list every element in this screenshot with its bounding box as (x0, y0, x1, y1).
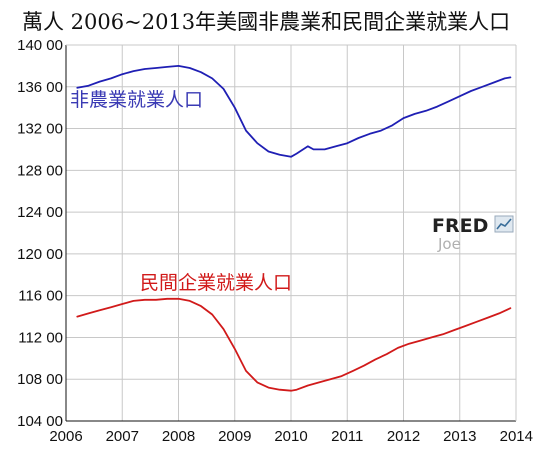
chart-title: 萬人 2006~2013年美國非農業和民間企業就業人口 (22, 10, 510, 34)
y-tick-label: 112 00 (18, 329, 63, 346)
x-tick-label: 2012 (387, 428, 420, 445)
x-tick-label: 2007 (106, 428, 139, 445)
fred-chart-icon (494, 215, 514, 233)
series-layer (76, 65, 512, 392)
y-tick-label: 132 00 (17, 121, 63, 138)
y-tick-label: 108 00 (17, 371, 63, 388)
fred-brand-text: FRED (432, 215, 488, 237)
series-label-nonfarm: 非農業就業人口 (70, 89, 203, 111)
y-tick-label: 128 00 (17, 162, 63, 179)
series-line-nonfarm (76, 65, 512, 158)
x-tick-label: 2010 (274, 428, 307, 445)
x-tick-label: 2006 (49, 428, 82, 445)
x-tick-label: 2011 (331, 428, 363, 445)
y-tick-label: 140 00 (17, 37, 63, 54)
author-watermark: Joe (437, 235, 461, 253)
x-tick-label: 2008 (162, 428, 195, 445)
x-tick-label: 2014 (500, 428, 533, 445)
y-tick-label: 104 00 (17, 413, 63, 430)
x-tick-label: 2009 (218, 428, 251, 445)
y-tick-label: 120 00 (17, 246, 63, 263)
series-label-private: 民間企業就業人口 (140, 272, 292, 294)
y-tick-label: 124 00 (17, 204, 63, 221)
x-tick-label: 2013 (443, 428, 476, 445)
tick-layer: 140 00 136 00 132 00 128 00 124 00 120 00 116 … (17, 37, 533, 445)
y-tick-label: 136 00 (17, 79, 63, 96)
fred-logo: FRED Joe (432, 215, 514, 253)
series-line-private (76, 297, 512, 392)
y-tick-label: 116 00 (18, 288, 63, 305)
